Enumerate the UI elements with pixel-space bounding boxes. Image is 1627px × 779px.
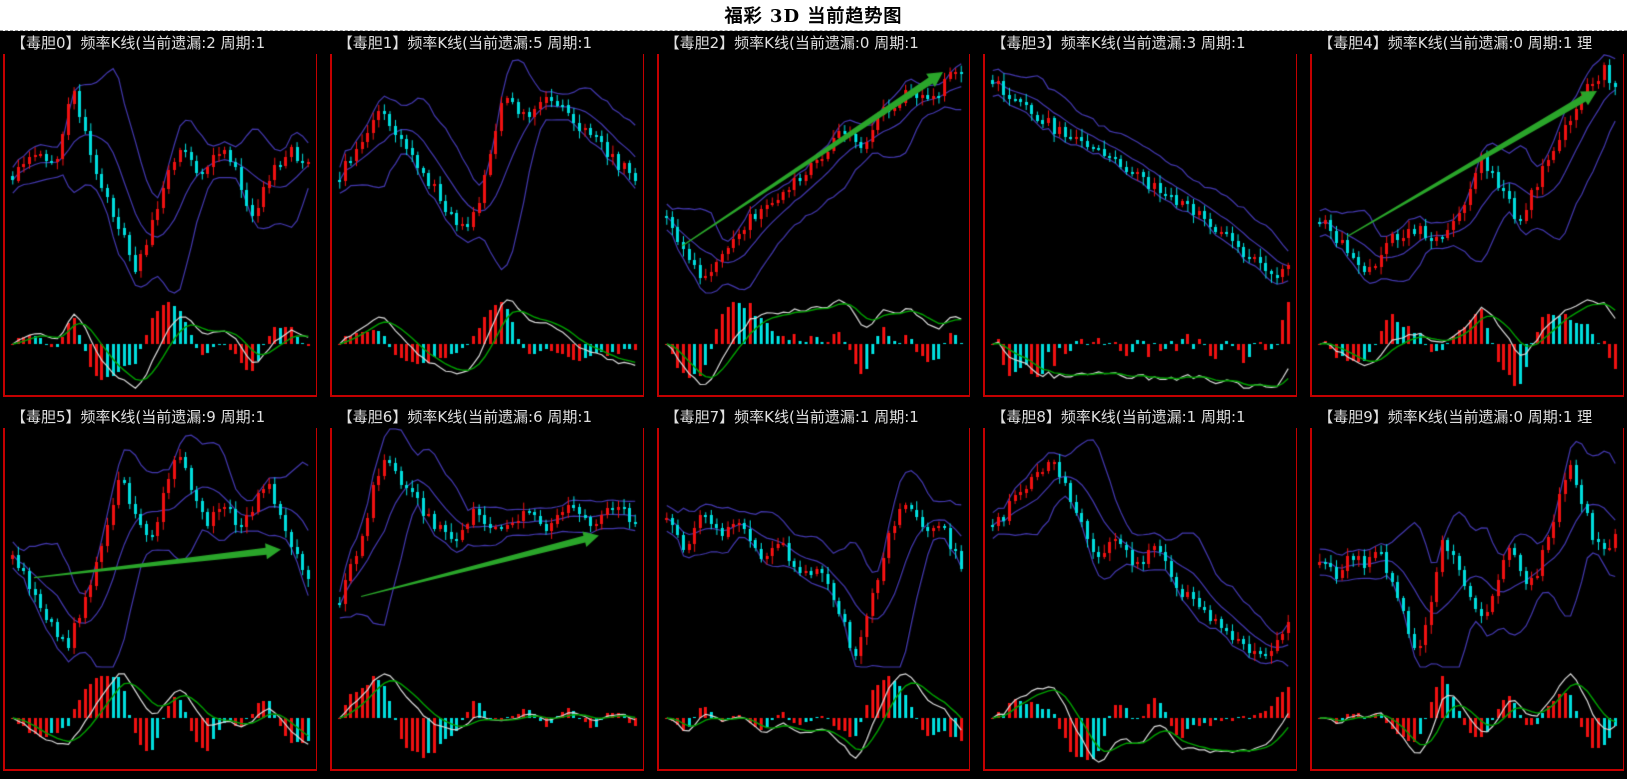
panel-header-9: 【毒胆9】频率K线(当前遗漏:0 周期:1 理 bbox=[1318, 408, 1593, 426]
panel-header-0: 【毒胆0】频率K线(当前遗漏:2 周期:1 bbox=[11, 34, 266, 52]
panel-header-4: 【毒胆4】频率K线(当前遗漏:0 周期:1 理 bbox=[1318, 34, 1593, 52]
kline-chart-2[interactable] bbox=[656, 54, 971, 397]
kline-canvas-9 bbox=[1312, 428, 1623, 769]
kline-chart-5[interactable] bbox=[3, 428, 317, 771]
panel-header-5: 【毒胆5】频率K线(当前遗漏:9 周期:1 bbox=[11, 408, 266, 426]
page-title: 福彩 3D 当前趋势图 bbox=[724, 6, 903, 27]
panel-header-1: 【毒胆1】频率K线(当前遗漏:5 周期:1 bbox=[337, 34, 592, 52]
panel-header-7: 【毒胆7】频率K线(当前遗漏:1 周期:1 bbox=[664, 408, 919, 426]
kline-chart-6[interactable] bbox=[329, 428, 644, 771]
kline-chart-9[interactable] bbox=[1310, 428, 1624, 771]
kline-panel-8: 【毒胆8】频率K线(当前遗漏:1 周期:1 bbox=[983, 407, 1298, 771]
kline-chart-3[interactable] bbox=[983, 54, 1298, 397]
kline-panel-7: 【毒胆7】频率K线(当前遗漏:1 周期:1 bbox=[656, 407, 971, 771]
kline-chart-7[interactable] bbox=[656, 428, 971, 771]
kline-canvas-2 bbox=[658, 54, 970, 395]
kline-canvas-7 bbox=[658, 428, 970, 769]
kline-chart-1[interactable] bbox=[329, 54, 644, 397]
kline-panel-6: 【毒胆6】频率K线(当前遗漏:6 周期:1 bbox=[329, 407, 644, 771]
panel-header-2: 【毒胆2】频率K线(当前遗漏:0 周期:1 bbox=[664, 34, 919, 52]
kline-chart-4[interactable] bbox=[1310, 54, 1624, 397]
kline-panel-2: 【毒胆2】频率K线(当前遗漏:0 周期:1 bbox=[656, 33, 971, 397]
kline-canvas-8 bbox=[985, 428, 1297, 769]
kline-canvas-4 bbox=[1312, 54, 1623, 395]
kline-canvas-5 bbox=[5, 428, 316, 769]
kline-canvas-6 bbox=[331, 428, 643, 769]
kline-panel-0: 【毒胆0】频率K线(当前遗漏:2 周期:1 bbox=[3, 33, 317, 397]
kline-canvas-1 bbox=[331, 54, 643, 395]
kline-chart-8[interactable] bbox=[983, 428, 1298, 771]
kline-canvas-3 bbox=[985, 54, 1297, 395]
kline-panel-4: 【毒胆4】频率K线(当前遗漏:0 周期:1 理 bbox=[1310, 33, 1624, 397]
chart-grid: 【毒胆0】频率K线(当前遗漏:2 周期:1 【毒胆1】频率K线(当前遗漏:5 周… bbox=[0, 31, 1627, 779]
panel-header-6: 【毒胆6】频率K线(当前遗漏:6 周期:1 bbox=[337, 408, 592, 426]
kline-chart-0[interactable] bbox=[3, 54, 317, 397]
kline-panel-5: 【毒胆5】频率K线(当前遗漏:9 周期:1 bbox=[3, 407, 317, 771]
title-bar: 福彩 3D 当前趋势图 bbox=[0, 0, 1627, 31]
panel-header-3: 【毒胆3】频率K线(当前遗漏:3 周期:1 bbox=[991, 34, 1246, 52]
panel-header-8: 【毒胆8】频率K线(当前遗漏:1 周期:1 bbox=[991, 408, 1246, 426]
kline-canvas-0 bbox=[5, 54, 316, 395]
kline-panel-3: 【毒胆3】频率K线(当前遗漏:3 周期:1 bbox=[983, 33, 1298, 397]
kline-panel-9: 【毒胆9】频率K线(当前遗漏:0 周期:1 理 bbox=[1310, 407, 1624, 771]
kline-panel-1: 【毒胆1】频率K线(当前遗漏:5 周期:1 bbox=[329, 33, 644, 397]
